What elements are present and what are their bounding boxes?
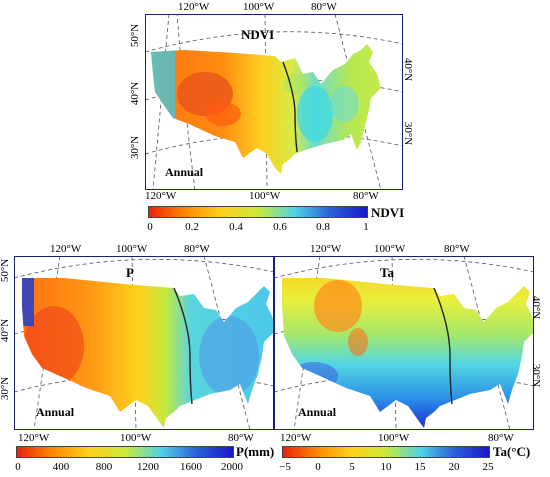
- p-tick-5: 1600: [180, 461, 202, 473]
- ta-title: Ta: [380, 265, 394, 280]
- p-tick-1: 0: [15, 461, 21, 473]
- ndvi-title: NDVI: [241, 27, 275, 42]
- ndvi-lat-right-2: 30°N: [402, 121, 415, 146]
- p-lon-top-2: 100°W: [116, 243, 148, 255]
- p-lon-bottom-1: 120°W: [18, 432, 50, 444]
- ndvi-river-line: [282, 61, 298, 153]
- p-colorbar-label: P(mm): [236, 444, 275, 459]
- p-lat-left-2: 40°N: [0, 318, 12, 343]
- p-lon-top-1: 120°W: [50, 243, 82, 255]
- ndvi-lon-top-3: 80°W: [311, 1, 337, 13]
- ndvi-tick-4: 0.6: [273, 221, 287, 233]
- p-tick-2: 400: [52, 461, 70, 473]
- ndvi-lat-left-1: 50°N: [129, 23, 142, 48]
- p-tick-3: 800: [95, 461, 113, 473]
- ndvi-colorbar-label: NDVI: [371, 205, 405, 220]
- ta-lat-right-2: 30°N: [530, 363, 543, 388]
- ta-colorbar: [282, 446, 490, 458]
- ta-lon-bottom-2: 100°W: [378, 432, 410, 444]
- ndvi-lon-top-1: 120°W: [178, 1, 210, 13]
- p-colorbar: [16, 446, 234, 458]
- ndvi-map-canvas: [145, 14, 403, 190]
- ta-map-fill: [282, 278, 534, 428]
- ta-map-panel: Ta Annual: [274, 256, 534, 430]
- ndvi-lat-left-2: 40°N: [129, 81, 142, 106]
- p-lat-left-3: 30°N: [0, 376, 12, 401]
- p-river-line: [173, 287, 193, 405]
- ta-tick-4: 10: [380, 461, 392, 473]
- p-period: Annual: [36, 405, 75, 419]
- ta-lon-top-3: 80°W: [444, 243, 470, 255]
- ndvi-lat-right-1: 40°N: [402, 57, 415, 82]
- ta-tick-2: 0: [315, 461, 321, 473]
- ndvi-colorbar: [148, 206, 368, 218]
- ta-river-line: [433, 287, 453, 405]
- ta-period: Annual: [298, 405, 337, 419]
- p-lat-left-1: 50°N: [0, 258, 12, 283]
- ta-tick-6: 20: [448, 461, 460, 473]
- ndvi-tick-3: 0.4: [229, 221, 243, 233]
- ndvi-lat-left-3: 30°N: [129, 135, 142, 160]
- ta-tick-5: 15: [414, 461, 426, 473]
- ndvi-tick-1: 0: [147, 221, 153, 233]
- ndvi-map-panel: NDVI Annual 120°W 100°W 80°W: [145, 14, 403, 202]
- p-map-canvas: [14, 256, 274, 430]
- ta-lon-top-2: 100°W: [374, 243, 406, 255]
- ndvi-lon-bottom-1: 120°W: [145, 190, 177, 202]
- ndvi-tick-5: 0.8: [316, 221, 330, 233]
- p-map-panel: P Annual: [14, 256, 274, 430]
- p-lon-top-3: 80°W: [184, 243, 210, 255]
- ta-tick-7: 25: [482, 461, 494, 473]
- p-map-fill: [22, 278, 274, 428]
- ta-map-canvas: [274, 256, 534, 430]
- ndvi-lon-bottom-2: 100°W: [249, 190, 281, 202]
- p-lon-bottom-2: 100°W: [120, 432, 152, 444]
- ta-lon-bottom-1: 120°W: [280, 432, 312, 444]
- p-lon-bottom-3: 80°W: [228, 432, 254, 444]
- ta-lat-right-1: 40°N: [530, 295, 543, 320]
- ta-lon-bottom-3: 80°W: [488, 432, 514, 444]
- p-title: P: [126, 265, 134, 280]
- ndvi-lon-top-2: 100°W: [243, 1, 275, 13]
- ndvi-tick-6: 1: [363, 221, 369, 233]
- ta-lon-top-1: 120°W: [310, 243, 342, 255]
- ndvi-tick-2: 0.2: [185, 221, 199, 233]
- ndvi-lon-bottom-3: 80°W: [353, 190, 379, 202]
- ta-tick-1: −5: [279, 461, 291, 473]
- ndvi-period: Annual: [165, 165, 204, 179]
- ta-colorbar-label: Ta(°C): [493, 444, 531, 459]
- p-tick-6: 2000: [221, 461, 243, 473]
- ta-tick-3: 5: [349, 461, 355, 473]
- p-tick-4: 1200: [137, 461, 159, 473]
